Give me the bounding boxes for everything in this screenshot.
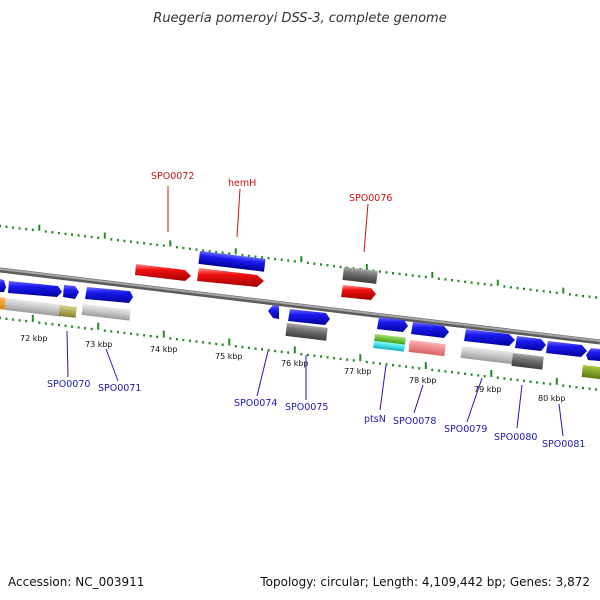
kbp-label: 76 kbp [281,359,309,368]
accession-text: Accession: NC_003911 [8,575,144,589]
gene-arrow-spo0070a[interactable] [8,281,62,297]
gene-arrow-spo0081[interactable] [546,341,587,357]
genome-backbone [0,267,600,345]
gene-box-spo0078-pink[interactable] [408,339,446,357]
gene-box-spo0070-olive[interactable] [58,305,77,318]
inner-tick-ring [0,314,598,391]
gene-box-spo0071-gray[interactable] [81,303,131,321]
gene-box-spo0079-gray[interactable] [460,346,514,365]
gene-box-ptsN-teal[interactable] [373,341,405,352]
gene-label-hemH[interactable]: hemH [228,178,256,189]
gene-arrow-partial[interactable] [0,279,6,292]
gene-arrow-spo0074[interactable] [268,305,279,319]
genome-summary-text: Topology: circular; Length: 4,109,442 bp… [259,575,590,589]
kbp-label: 74 kbp [150,345,178,354]
gene-arrow-edge[interactable] [586,348,600,361]
gene-box-edge-moss[interactable] [581,365,600,380]
gene-label-spo0080[interactable]: SPO0080 [494,432,537,443]
gene-arrow-hemH[interactable] [197,268,264,287]
gene-arrow-spo0070b[interactable] [63,285,79,299]
gene-arrow-spo0076[interactable] [341,285,376,300]
gene-label-spo0076[interactable]: SPO0076 [349,193,392,204]
gene-arrow-spo0072[interactable] [135,264,191,281]
kbp-label: 75 kbp [215,352,243,361]
gene-box-spo0070-gray[interactable] [4,298,62,317]
gene-arrow-spo0079[interactable] [464,329,515,346]
gene-arrow-spo0078[interactable] [411,322,449,338]
kbp-label: 73 kbp [85,340,113,349]
gene-features [0,251,600,380]
gene-label-spo0081[interactable]: SPO0081 [542,439,585,450]
kbp-label: 79 kbp [474,385,502,394]
gene-box-orange[interactable] [0,297,6,310]
kbp-label: 72 kbp [20,334,48,343]
gene-label-spo0074[interactable]: SPO0074 [234,398,277,409]
gene-arrow-spo0071[interactable] [85,287,133,303]
map-title: Ruegeria pomeroyi DSS-3, complete genome [153,11,446,26]
gene-label-spo0075[interactable]: SPO0075 [285,402,328,413]
gene-label-spo0078[interactable]: SPO0078 [393,416,436,427]
gene-label-spo0072[interactable]: SPO0072 [151,171,194,182]
outer-tick-ring [0,224,598,299]
gene-arrow-ptsN[interactable] [377,317,408,332]
gene-label-spo0071[interactable]: SPO0071 [98,383,141,394]
kbp-label: 78 kbp [409,376,437,385]
kbp-label: 77 kbp [344,367,372,376]
gene-box-hemH-blue[interactable] [198,251,266,272]
gene-box-spo0076-gray[interactable] [342,267,378,284]
gene-label-spo0070[interactable]: SPO0070 [47,379,90,390]
gene-label-spo0079[interactable]: SPO0079 [444,424,487,435]
gene-label-ptsN[interactable]: ptsN [364,414,386,425]
gene-labels: SPO0072 hemH SPO0076 SPO0070 SPO0071 SPO… [47,171,585,450]
gene-arrow-spo0075[interactable] [288,309,330,325]
kbp-label: 80 kbp [538,394,566,403]
gene-box-ptsN-green[interactable] [374,333,406,345]
gene-box-spo0080-gray[interactable] [511,353,544,370]
kbp-labels: 72 kbp 73 kbp 74 kbp 75 kbp 76 kbp 77 kb… [20,334,566,403]
gene-box-spo0075-gray[interactable] [285,323,328,341]
gene-arrow-spo0080[interactable] [515,336,546,351]
